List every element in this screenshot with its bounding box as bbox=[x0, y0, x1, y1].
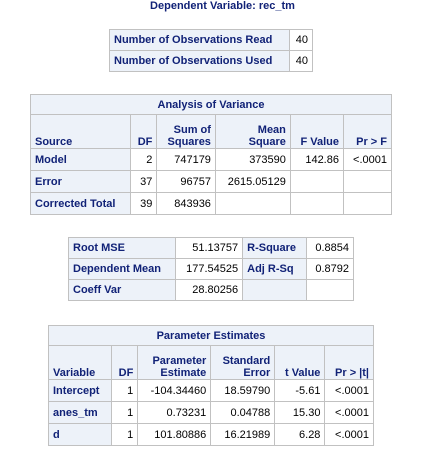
table-row: anes_tm 1 0.73231 0.04788 15.30 <.0001 bbox=[48, 401, 374, 424]
header-line: Square bbox=[248, 136, 286, 148]
table-caption-row: Parameter Estimates bbox=[48, 325, 374, 346]
row-variable: d bbox=[48, 423, 112, 446]
cell-p: <.0001 bbox=[324, 401, 374, 424]
cell-std-error: 16.21989 bbox=[210, 423, 276, 446]
cell-p: <.0001 bbox=[324, 423, 374, 446]
cell-ss: 747179 bbox=[156, 148, 216, 171]
fit-value: 0.8854 bbox=[305, 237, 355, 259]
cell-std-error: 18.59790 bbox=[210, 379, 276, 402]
fit-label bbox=[242, 279, 307, 301]
col-t-value: t Value bbox=[274, 345, 326, 380]
cell-p: <.0001 bbox=[342, 148, 393, 171]
fit-statistics-table: Root MSE 51.13757 R-Square 0.8854 Depend… bbox=[68, 237, 355, 301]
table-header-row: Variable DF Parameter Estimate Standard Er… bbox=[48, 345, 374, 380]
table-row: Number of Observations Used 40 bbox=[108, 50, 313, 72]
cell-df: 2 bbox=[129, 148, 158, 171]
col-sum-of-squares: Sum of Squares bbox=[156, 114, 216, 149]
cell-ms: 373590 bbox=[214, 148, 291, 171]
cell-df: 1 bbox=[110, 401, 139, 424]
table-row: Number of Observations Read 40 bbox=[108, 29, 313, 51]
col-df: DF bbox=[110, 345, 139, 380]
col-variable: Variable bbox=[48, 345, 112, 380]
col-pr-t: Pr > |t| bbox=[324, 345, 374, 380]
col-mean-square: Mean Square bbox=[214, 114, 291, 149]
anova-caption: Analysis of Variance bbox=[30, 94, 392, 115]
fit-label: Root MSE bbox=[68, 237, 176, 259]
obs-read-value: 40 bbox=[289, 29, 313, 51]
header-line: Squares bbox=[167, 136, 211, 148]
cell-ms: 2615.05129 bbox=[214, 170, 291, 193]
cell-t-value: -5.61 bbox=[274, 379, 326, 402]
fit-value: 51.13757 bbox=[174, 237, 244, 259]
cell-ss: 843936 bbox=[156, 192, 216, 215]
table-row: Model 2 747179 373590 142.86 <.0001 bbox=[30, 148, 393, 171]
obs-used-value: 40 bbox=[289, 50, 313, 72]
cell-p bbox=[342, 170, 393, 193]
cell-p: <.0001 bbox=[324, 379, 374, 402]
cell-df: 39 bbox=[129, 192, 158, 215]
cell-p bbox=[342, 192, 393, 215]
table-row: Error 37 96757 2615.05129 bbox=[30, 170, 393, 193]
parameter-estimates-table: Parameter Estimates Variable DF Paramete… bbox=[48, 325, 374, 446]
cell-df: 1 bbox=[110, 423, 139, 446]
cell-ms bbox=[214, 192, 291, 215]
header-line: Error bbox=[243, 367, 271, 379]
header-line: Sum of bbox=[173, 124, 211, 136]
table-header-row: Source DF Sum of Squares Mean Square F Val… bbox=[30, 114, 393, 149]
anova-table: Analysis of Variance Source DF Sum of Squ… bbox=[30, 94, 393, 215]
table-row: Corrected Total 39 843936 bbox=[30, 192, 393, 215]
header-line: Standard bbox=[222, 355, 271, 367]
fit-value: 0.8792 bbox=[305, 258, 355, 280]
table-row: d 1 101.80886 16.21989 6.28 <.0001 bbox=[48, 423, 374, 446]
col-f-value: F Value bbox=[289, 114, 344, 149]
row-variable: anes_tm bbox=[48, 401, 112, 424]
col-df: DF bbox=[129, 114, 158, 149]
fit-value bbox=[305, 279, 355, 301]
fit-value: 177.54525 bbox=[174, 258, 244, 280]
cell-std-error: 0.04788 bbox=[210, 401, 276, 424]
header-line: Estimate bbox=[160, 367, 207, 379]
table-row: Intercept 1 -104.34460 18.59790 -5.61 <.… bbox=[48, 379, 374, 402]
col-standard-error: Standard Error bbox=[210, 345, 276, 380]
row-source: Corrected Total bbox=[30, 192, 131, 215]
cell-f bbox=[289, 192, 344, 215]
cell-ss: 96757 bbox=[156, 170, 216, 193]
col-source: Source bbox=[30, 114, 131, 149]
cell-t-value: 6.28 bbox=[274, 423, 326, 446]
cell-f: 142.86 bbox=[289, 148, 344, 171]
row-source: Error bbox=[30, 170, 131, 193]
cell-f bbox=[289, 170, 344, 193]
col-pr-f: Pr > F bbox=[342, 114, 393, 149]
header-line: Mean bbox=[257, 124, 286, 136]
cell-estimate: 0.73231 bbox=[137, 401, 212, 424]
observations-table: Number of Observations Read 40 Number of… bbox=[108, 29, 313, 72]
cell-estimate: 101.80886 bbox=[137, 423, 212, 446]
obs-used-label: Number of Observations Used bbox=[108, 50, 291, 72]
col-parameter-estimate: Parameter Estimate bbox=[137, 345, 212, 380]
fit-label: Adj R-Sq bbox=[242, 258, 307, 280]
cell-t-value: 15.30 bbox=[274, 401, 326, 424]
row-source: Model bbox=[30, 148, 131, 171]
cell-df: 37 bbox=[129, 170, 158, 193]
dependent-variable-title: Dependent Variable: rec_tm bbox=[150, 0, 295, 12]
params-caption: Parameter Estimates bbox=[48, 325, 374, 346]
header-line: Parameter bbox=[152, 355, 207, 367]
table-row: Dependent Mean 177.54525 Adj R-Sq 0.8792 bbox=[68, 258, 355, 280]
cell-estimate: -104.34460 bbox=[137, 379, 212, 402]
fit-value: 28.80256 bbox=[174, 279, 244, 301]
obs-read-label: Number of Observations Read bbox=[108, 29, 291, 51]
table-row: Root MSE 51.13757 R-Square 0.8854 bbox=[68, 237, 355, 259]
fit-label: R-Square bbox=[242, 237, 307, 259]
row-variable: Intercept bbox=[48, 379, 112, 402]
cell-df: 1 bbox=[110, 379, 139, 402]
table-row: Coeff Var 28.80256 bbox=[68, 279, 355, 301]
fit-label: Coeff Var bbox=[68, 279, 176, 301]
fit-label: Dependent Mean bbox=[68, 258, 176, 280]
table-caption-row: Analysis of Variance bbox=[30, 94, 392, 115]
